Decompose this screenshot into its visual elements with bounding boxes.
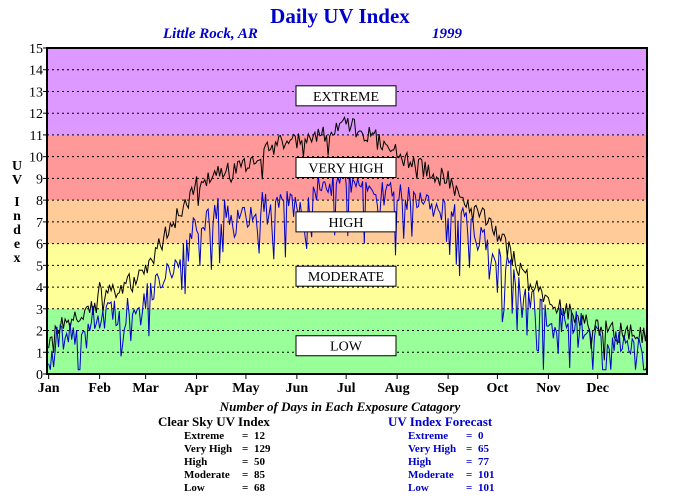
- x-tick-label: Jun: [286, 381, 309, 396]
- x-tick-label: Jan: [38, 381, 60, 396]
- count-equals: =: [242, 443, 249, 455]
- y-tick-label: 12: [29, 107, 43, 122]
- band-label-low: LOW: [330, 340, 363, 355]
- x-tick-label: May: [232, 381, 259, 396]
- y-axis-label-letter: n: [13, 209, 21, 224]
- x-tick-label: Oct: [487, 381, 509, 396]
- plot-frame: [46, 47, 648, 375]
- count-value: 50: [254, 456, 265, 468]
- count-value: 77: [478, 456, 489, 468]
- band-label-moderate: MODERATE: [308, 270, 384, 285]
- y-tick-label: 7: [36, 216, 43, 231]
- chart-title: Daily UV Index: [270, 4, 410, 28]
- y-tick-label: 8: [36, 194, 43, 209]
- band-label-box-low: [295, 335, 397, 357]
- y-tick-label: 13: [29, 85, 43, 100]
- count-equals: =: [466, 456, 473, 468]
- count-value: 12: [254, 430, 265, 442]
- count-label: Extreme: [408, 430, 449, 442]
- count-value: 0: [478, 430, 484, 442]
- counts-heading: Number of Days in Each Exposure Catagory: [219, 399, 461, 414]
- y-tick-label: 5: [36, 259, 43, 274]
- forecast-row-very-high: Very High = 65: [408, 443, 489, 455]
- y-tick-label: 10: [29, 151, 43, 166]
- count-label: Very High: [184, 443, 233, 455]
- clear-sky-row-high: High = 50: [184, 456, 265, 468]
- x-tick-label: Sep: [437, 381, 459, 396]
- y-tick-label: 4: [36, 281, 43, 296]
- forecast-row-moderate: Moderate = 101: [408, 469, 495, 481]
- y-tick-label: 0: [36, 368, 43, 383]
- y-axis-label-letter: e: [14, 237, 20, 252]
- y-axis-label-letter: d: [13, 223, 21, 238]
- y-axis-label-letter: V: [12, 173, 22, 188]
- band-label-box-moderate: [295, 265, 397, 287]
- series-line-clear-sky-uv-index: [48, 115, 648, 361]
- count-equals: =: [466, 443, 473, 455]
- y-axis-label-letter: U: [12, 159, 22, 174]
- y-tick-label: 6: [36, 238, 43, 253]
- y-tick-label: 3: [36, 303, 43, 318]
- count-equals: =: [466, 469, 473, 481]
- count-label: High: [408, 456, 432, 468]
- series-line-uv-index-forecast: [48, 167, 648, 371]
- clear-sky-row-low: Low = 68: [184, 482, 265, 494]
- band-label-high: HIGH: [329, 216, 364, 231]
- y-axis-label-letter: x: [14, 251, 21, 266]
- count-label: Very High: [408, 443, 457, 455]
- count-label: Low: [184, 482, 205, 494]
- band-label-very-high: VERY HIGH: [308, 162, 383, 177]
- count-label: Low: [408, 482, 429, 494]
- y-tick-label: 2: [36, 325, 43, 340]
- forecast-row-high: High = 77: [408, 456, 489, 468]
- clear-sky-row-moderate: Moderate = 85: [184, 469, 265, 481]
- count-equals: =: [466, 430, 473, 442]
- count-equals: =: [242, 482, 249, 494]
- x-tick-label: Dec: [586, 381, 609, 396]
- clear-sky-row-extreme: Extreme = 12: [184, 430, 265, 442]
- count-value: 85: [254, 469, 265, 481]
- count-value: 129: [254, 443, 271, 455]
- y-tick-label: 11: [30, 129, 43, 144]
- forecast-counts-title: UV Index Forecast: [388, 414, 493, 429]
- count-equals: =: [242, 430, 249, 442]
- x-tick-label: Feb: [88, 381, 111, 396]
- band-label-box-very-high: [295, 157, 397, 179]
- band-label-extreme: EXTREME: [313, 90, 379, 105]
- count-equals: =: [466, 482, 473, 494]
- forecast-row-low: Low = 101: [408, 482, 495, 494]
- count-label: High: [184, 456, 208, 468]
- count-label: Moderate: [408, 469, 454, 481]
- year-label: 1999: [432, 26, 462, 42]
- location-label: Little Rock, AR: [163, 26, 258, 42]
- clear-sky-row-very-high: Very High = 129: [184, 443, 271, 455]
- y-axis-label-letter: I: [14, 195, 19, 210]
- count-label: Extreme: [184, 430, 225, 442]
- x-tick-label: Mar: [132, 381, 158, 396]
- y-tick-label: 15: [29, 42, 43, 57]
- count-value: 65: [478, 443, 489, 455]
- y-tick-label: 1: [36, 346, 43, 361]
- y-tick-label: 9: [36, 172, 43, 187]
- x-tick-label: Aug: [385, 381, 410, 396]
- count-value: 101: [478, 482, 495, 494]
- forecast-row-extreme: Extreme = 0: [408, 430, 484, 442]
- x-tick-label: Jul: [337, 381, 356, 396]
- x-tick-label: Nov: [536, 381, 560, 396]
- count-label: Moderate: [184, 469, 230, 481]
- count-equals: =: [242, 469, 249, 481]
- count-equals: =: [242, 456, 249, 468]
- x-tick-label: Apr: [185, 381, 209, 396]
- count-value: 101: [478, 469, 495, 481]
- band-label-box-high: [295, 211, 397, 233]
- y-tick-label: 14: [29, 64, 43, 79]
- clear-sky-counts-title: Clear Sky UV Index: [158, 414, 270, 429]
- band-label-box-extreme: [295, 85, 397, 107]
- count-value: 68: [254, 482, 265, 494]
